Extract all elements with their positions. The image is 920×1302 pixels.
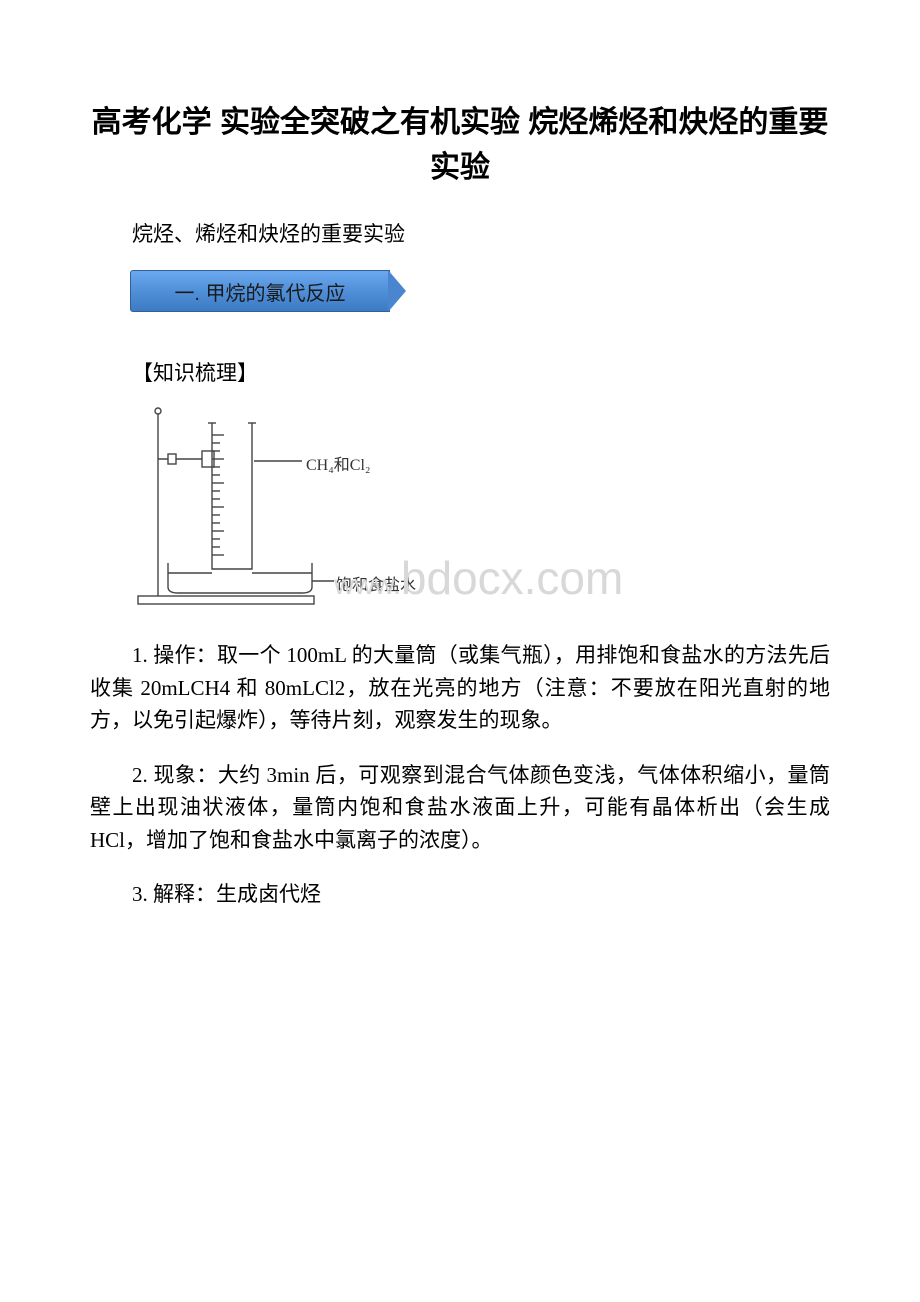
watermark-domain: bdocx.com [401,552,623,604]
badge-arrow [388,270,406,312]
apparatus-diagram: CH₄和Cl₂ 饱和食盐水 www.bdocx.com [134,401,734,621]
page-title: 高考化学 实验全突破之有机实验 烷烃烯烃和炔烃的重要实验 [90,100,830,190]
diagram-label-gas: CH₄和Cl₂ [306,451,371,475]
paragraph-2: 2. 现象：大约 3min 后，可观察到混合气体颜色变浅，气体体积缩小，量筒壁上… [90,759,830,857]
section-heading: 【知识梳理】 [90,357,830,387]
diagram-label-liquid: 饱和食盐水 [336,571,416,595]
paragraph-1: 1. 操作：取一个 100mL 的大量筒（或集气瓶），用排饱和食盐水的方法先后收… [90,639,830,737]
paragraph-3: 3. 解释：生成卤代烃 [90,878,830,911]
diagram-svg [134,401,354,611]
section-badge: 一. 甲烷的氯代反应 [130,270,400,312]
badge-text: 一. 甲烷的氯代反应 [130,270,390,312]
subtitle-text: 烷烃、烯烃和炔烃的重要实验 [90,218,830,248]
